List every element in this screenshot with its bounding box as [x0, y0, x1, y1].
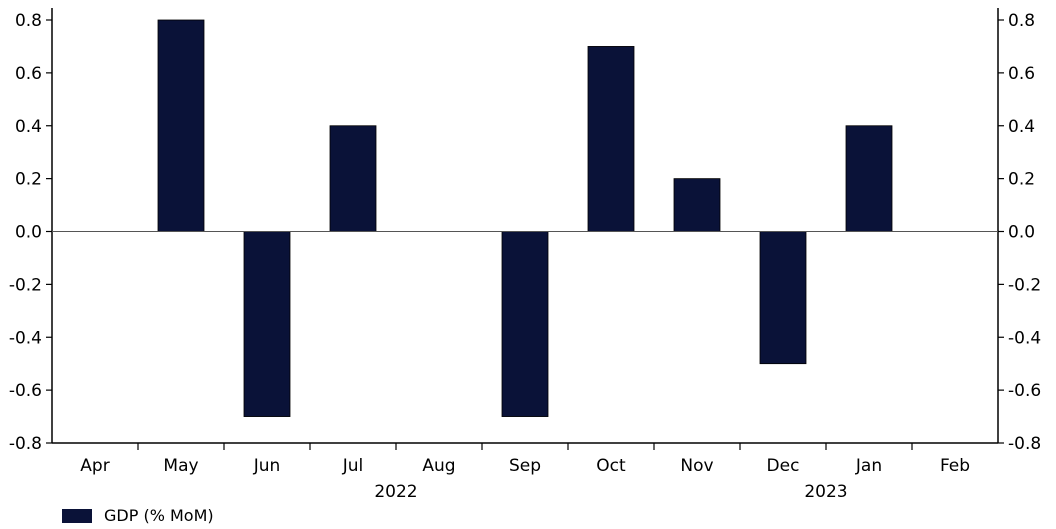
right-y-tick-label: 0.6	[1008, 64, 1035, 84]
legend: GDP (% MoM)	[62, 506, 214, 525]
x-tick-label: Sep	[509, 456, 541, 476]
legend-swatch	[62, 508, 92, 523]
right-y-tick-label: 0.0	[1008, 223, 1035, 243]
left-y-tick-label: -0.2	[9, 275, 42, 295]
right-y-tick-label: -0.8	[1008, 434, 1041, 454]
bar-jan	[845, 125, 893, 232]
x-tick-label: Dec	[767, 456, 800, 476]
x-tick-label: Feb	[940, 456, 970, 476]
left-y-tick-label: 0.6	[15, 64, 42, 84]
legend-label: GDP (% MoM)	[104, 506, 214, 525]
left-y-tick-label: 0.0	[15, 223, 42, 243]
x-tick-label: Apr	[80, 456, 109, 476]
x-tick-label: Nov	[680, 456, 713, 476]
bar-may	[157, 19, 205, 232]
x-tick-label: Aug	[422, 456, 455, 476]
left-y-tick-label: -0.4	[9, 328, 42, 348]
x-tick-label: May	[163, 456, 198, 476]
right-y-tick-label: 0.8	[1008, 11, 1035, 31]
right-y-tick-label: 0.4	[1008, 117, 1035, 137]
x-tick-label: Oct	[596, 456, 626, 476]
left-y-tick-label: 0.2	[15, 170, 42, 190]
left-y-tick-label: 0.4	[15, 117, 42, 137]
left-y-tick-label: 0.8	[15, 11, 42, 31]
left-y-axis: 0.8 0.6 0.4 0.2 0.0 -0.2 -0.4 -0.6 -0.8	[9, 8, 53, 454]
bar-sep	[501, 231, 549, 417]
bar-oct	[587, 46, 635, 232]
x-tick-label: Jul	[342, 456, 364, 476]
left-y-tick-label: -0.6	[9, 381, 42, 401]
year-label: 2022	[374, 482, 417, 502]
right-y-axis: 0.8 0.6 0.4 0.2 0.0 -0.2 -0.4 -0.6 -0.8	[997, 8, 1041, 454]
left-y-tick-label: -0.8	[9, 434, 42, 454]
right-y-tick-label: -0.6	[1008, 381, 1041, 401]
x-axis: Apr May Jun Jul Aug Sep Oct Nov Dec Jan Feb 2022 202…	[52, 231, 998, 502]
bar-nov	[673, 178, 721, 232]
right-y-tick-label: 0.2	[1008, 170, 1035, 190]
bar-series	[157, 19, 893, 417]
right-y-tick-label: -0.4	[1008, 328, 1041, 348]
bar-jun	[243, 231, 291, 417]
x-tick-label: Jun	[253, 456, 281, 476]
bar-jul	[329, 125, 377, 232]
year-label: 2023	[804, 482, 847, 502]
bar-dec	[759, 231, 807, 365]
x-tick-label: Jan	[855, 456, 882, 476]
right-y-tick-label: -0.2	[1008, 275, 1041, 295]
